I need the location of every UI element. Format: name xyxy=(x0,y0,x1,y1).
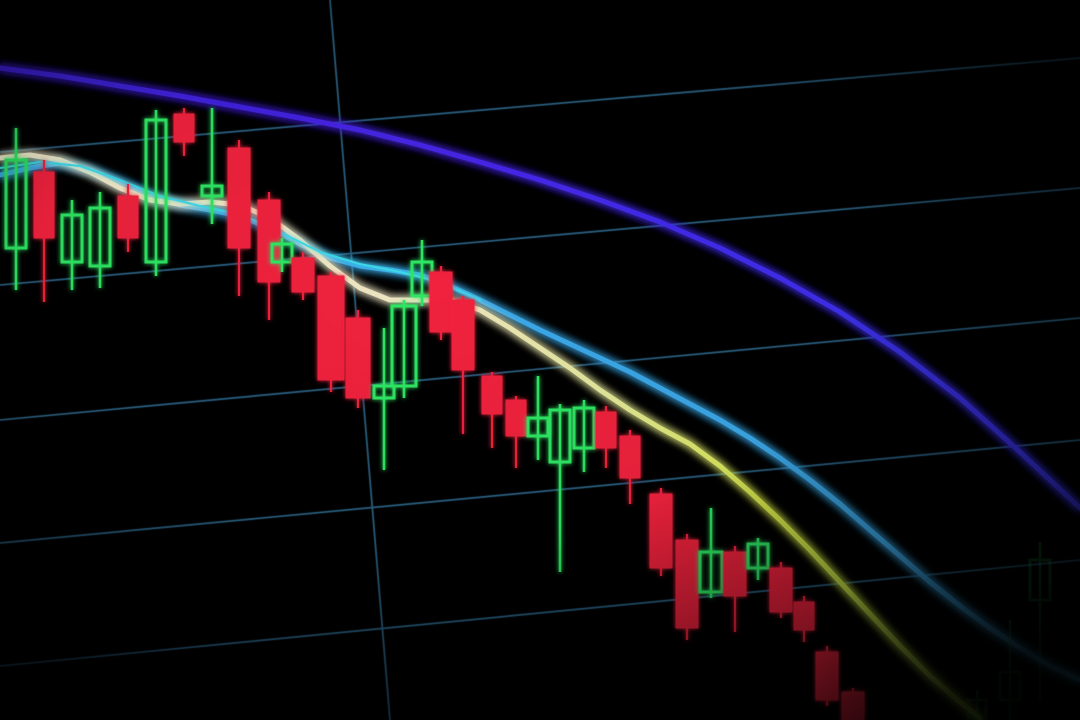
candle-body-bearish xyxy=(451,299,475,371)
candle xyxy=(595,406,617,468)
candle xyxy=(723,546,747,632)
candle-body-bearish xyxy=(257,199,281,283)
grid-line-horizontal xyxy=(0,559,1080,667)
candle xyxy=(572,400,596,472)
candle xyxy=(291,252,315,300)
candle xyxy=(619,430,641,504)
candle xyxy=(60,200,84,290)
candle-body-bearish xyxy=(723,551,747,597)
ma-line-ma-violet xyxy=(0,65,1080,511)
candle xyxy=(345,310,371,408)
candle-body-bearish xyxy=(173,113,195,143)
candle xyxy=(815,646,839,706)
candle-body-bearish xyxy=(675,539,699,629)
candle xyxy=(451,296,475,434)
candle xyxy=(769,562,793,618)
candle xyxy=(841,688,865,720)
candle xyxy=(1028,542,1052,700)
ma-line-ma-blue xyxy=(0,160,1080,683)
candle-body-bearish xyxy=(769,567,793,613)
grid-line-horizontal xyxy=(0,57,1080,153)
grid-line-horizontal xyxy=(0,439,1080,544)
candle xyxy=(698,508,724,598)
candle xyxy=(481,372,503,448)
candle xyxy=(675,534,699,640)
candle xyxy=(257,192,281,320)
grid-line-horizontal xyxy=(0,317,1080,421)
candle-body-bearish xyxy=(619,435,641,479)
candle xyxy=(649,488,673,576)
candle xyxy=(746,538,770,580)
candle xyxy=(966,690,988,720)
candle xyxy=(429,266,453,340)
candle xyxy=(173,108,195,156)
candle xyxy=(88,192,112,288)
candle xyxy=(793,596,815,642)
candle-body-bearish xyxy=(649,493,673,569)
candle-body-bearish xyxy=(815,651,839,701)
candle-body-bearish xyxy=(595,411,617,449)
candle xyxy=(548,404,572,572)
candle-body-bearish xyxy=(227,147,251,249)
candle-body-bearish xyxy=(345,317,371,399)
candle-body-bearish xyxy=(33,171,55,239)
candle xyxy=(317,272,345,392)
candle-body-bearish xyxy=(317,275,345,381)
candle-body-bearish xyxy=(841,691,865,720)
candle xyxy=(505,396,527,468)
candle-body-bearish xyxy=(793,601,815,631)
moving-averages xyxy=(0,65,1080,720)
candle-body-bearish xyxy=(481,375,503,415)
candle xyxy=(4,128,28,290)
candle-body-bearish xyxy=(291,257,315,293)
candle-body-bearish xyxy=(117,195,139,239)
candle-body-bearish xyxy=(429,271,453,333)
candle xyxy=(227,140,251,296)
candle xyxy=(526,376,550,460)
candle-body-bearish xyxy=(505,399,527,437)
